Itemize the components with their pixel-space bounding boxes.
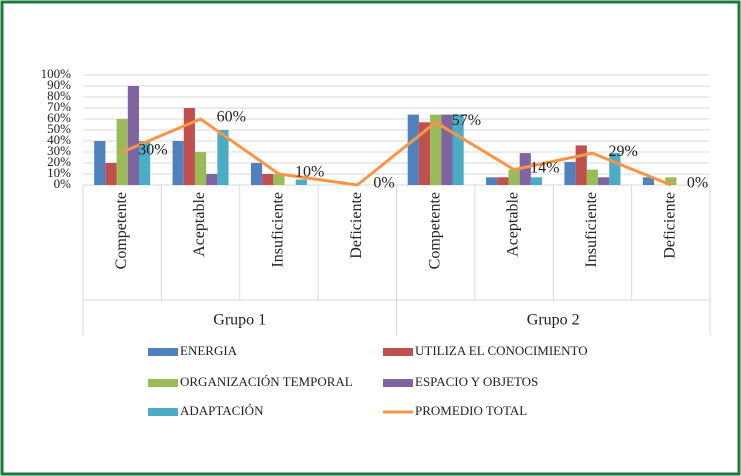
- bar: [127, 86, 139, 185]
- data-label: 0%: [373, 175, 394, 192]
- data-label: 0%: [687, 175, 708, 192]
- legend-label: ADAPTACIÓN: [180, 403, 264, 418]
- legend-marker: [383, 379, 413, 387]
- data-label: 29%: [608, 143, 637, 160]
- y-tick-label: 0%: [54, 176, 72, 191]
- legend-label: ENERGIA: [180, 343, 238, 358]
- bar: [497, 177, 509, 185]
- x-tick-label: Aceptable: [505, 192, 522, 257]
- bar: [519, 153, 531, 185]
- bar: [273, 174, 285, 185]
- data-label: 60%: [217, 109, 246, 126]
- x-tick-label: Insuficiente: [583, 192, 600, 268]
- bar: [183, 108, 195, 185]
- data-label: 57%: [452, 112, 481, 129]
- bar: [609, 153, 621, 185]
- bar: [441, 114, 453, 185]
- bar: [172, 141, 184, 185]
- bar: [217, 130, 229, 185]
- bar: [530, 177, 543, 185]
- y-tick-label: 10%: [47, 165, 71, 180]
- bar: [105, 163, 117, 185]
- bar: [194, 152, 207, 185]
- legend-label: UTILIZA EL CONOCIMIENTO: [415, 343, 588, 358]
- bar: [598, 177, 610, 185]
- bar: [418, 122, 431, 185]
- x-tick-label: Insuficiente: [270, 192, 287, 268]
- bar: [206, 174, 218, 185]
- y-tick-label: 60%: [47, 110, 71, 125]
- y-tick-label: 90%: [47, 77, 71, 92]
- y-tick-label: 100%: [41, 66, 72, 81]
- bar: [407, 114, 419, 185]
- legend-label: ESPACIO Y OBJETOS: [415, 374, 538, 389]
- legend-label: PROMEDIO TOTAL: [415, 403, 527, 418]
- x-tick-label: Competente: [113, 192, 130, 269]
- y-tick-label: 80%: [47, 88, 71, 103]
- bar: [642, 177, 655, 185]
- legend-label: ORGANIZACIÓN TEMPORAL: [180, 374, 353, 389]
- bar: [138, 141, 151, 185]
- bar: [508, 169, 520, 185]
- bar: [262, 174, 274, 185]
- x-tick-label: Deficiente: [348, 192, 365, 259]
- data-label: 14%: [530, 159, 559, 176]
- legend-marker: [148, 348, 178, 356]
- bar: [430, 114, 442, 185]
- bar: [586, 169, 599, 185]
- y-tick-label: 50%: [47, 121, 71, 136]
- y-tick-label: 40%: [47, 132, 71, 147]
- bar: [665, 177, 677, 185]
- group-label: Grupo 1: [213, 312, 266, 329]
- y-tick-label: 20%: [47, 154, 71, 169]
- bar: [250, 163, 263, 185]
- y-tick-label: 70%: [47, 99, 71, 114]
- group-label: Grupo 2: [527, 312, 580, 329]
- legend-marker: [148, 408, 178, 416]
- bar: [452, 114, 464, 185]
- bar: [564, 161, 576, 185]
- data-label: 30%: [138, 142, 167, 159]
- x-tick-label: Aceptable: [191, 192, 208, 257]
- bar: [575, 145, 587, 185]
- line: [121, 117, 672, 187]
- bar: [295, 179, 307, 185]
- data-label: 10%: [295, 164, 324, 181]
- legend-marker: [383, 348, 413, 356]
- legend-marker: [148, 379, 178, 387]
- bar: [486, 177, 498, 185]
- x-tick-label: Competente: [426, 192, 443, 269]
- x-tick-label: Deficiente: [661, 192, 678, 259]
- bar: [94, 141, 106, 185]
- y-tick-label: 30%: [47, 143, 71, 158]
